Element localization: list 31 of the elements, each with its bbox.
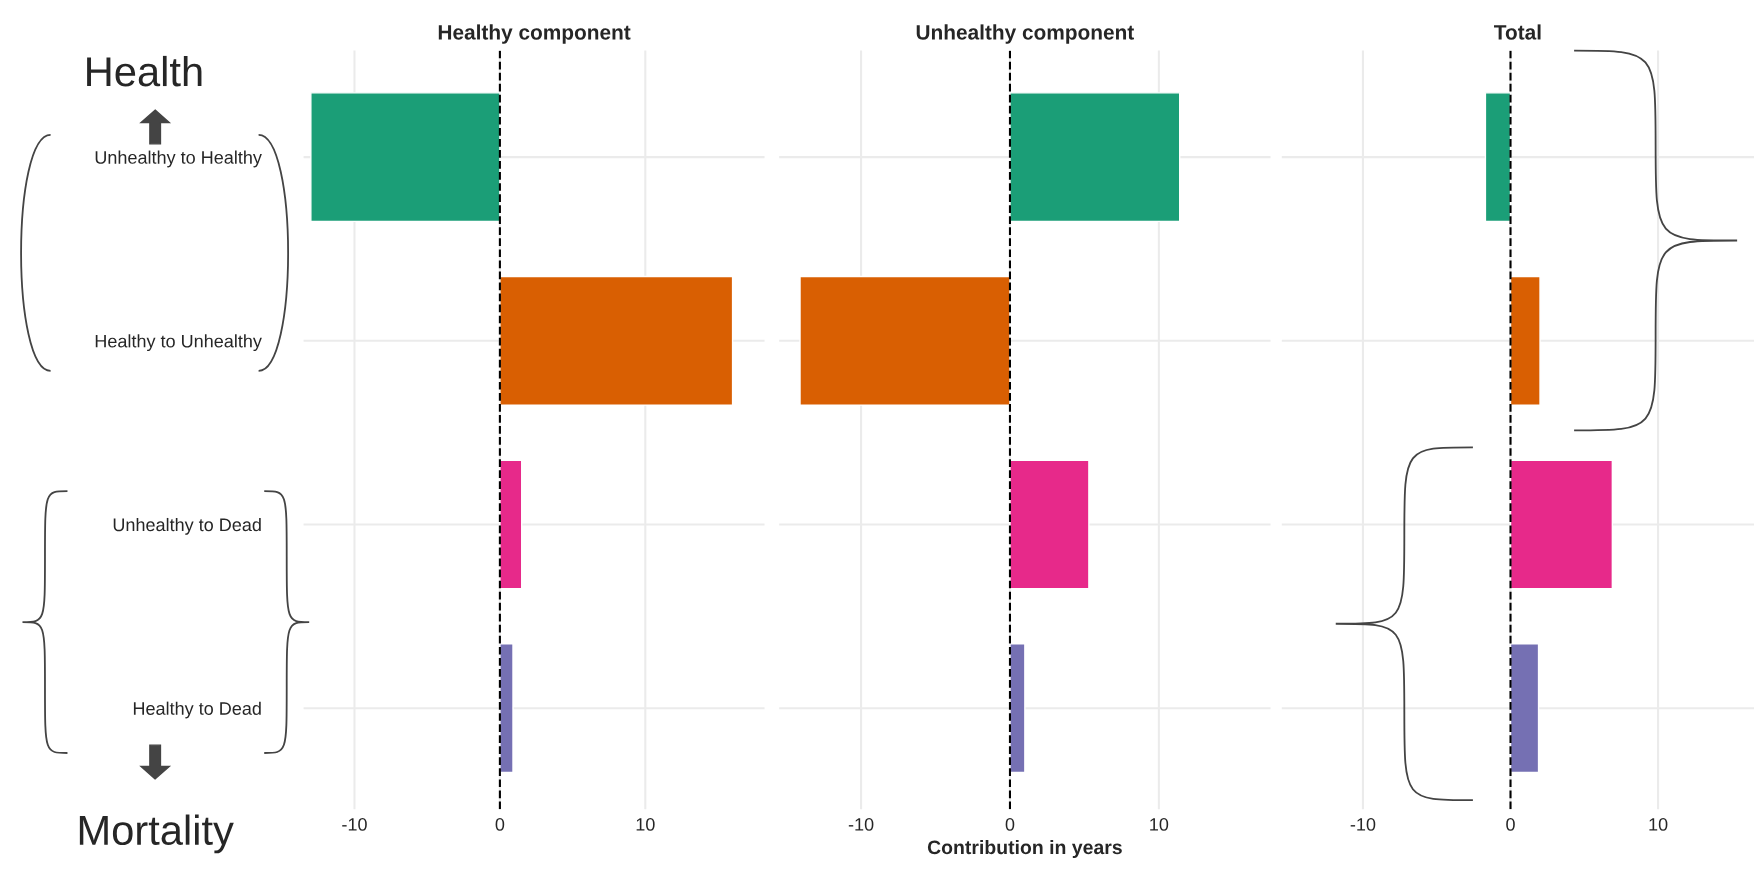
x-tick-label: -10 — [848, 818, 874, 831]
bar — [1509, 643, 1540, 774]
bar — [1484, 92, 1512, 223]
bar — [310, 92, 501, 223]
bar — [1009, 459, 1090, 590]
x-tick-label: 0 — [1506, 818, 1515, 831]
x-tick-label: 10 — [1150, 818, 1169, 831]
y-tick-label: Unhealthy to Healthy — [95, 150, 262, 168]
bar — [499, 643, 514, 774]
bar — [499, 275, 734, 406]
bar — [1009, 92, 1181, 223]
bar — [499, 459, 523, 590]
x-axis-title: Contribution in years — [927, 839, 1122, 859]
x-tick-label: 10 — [636, 818, 655, 831]
x-tick-label: -10 — [342, 818, 367, 831]
x-tick-label: 0 — [495, 818, 505, 831]
chart-title: Healthy component — [438, 24, 631, 44]
y-tick-label: Healthy to Unhealthy — [95, 334, 262, 352]
text: Mortality — [79, 814, 234, 854]
y-tick-label: Healthy to Dead — [133, 701, 261, 719]
chart-title: Total — [1494, 24, 1541, 40]
y-tick-label: Unhealthy to Dead — [113, 517, 261, 535]
x-tick-label: 0 — [1005, 818, 1015, 831]
bar — [799, 275, 1011, 406]
bar — [1509, 275, 1541, 406]
bar — [1009, 643, 1026, 774]
text: Health — [87, 55, 202, 87]
x-tick-label: 10 — [1649, 818, 1668, 831]
x-tick-label: -10 — [1350, 818, 1376, 831]
bar — [1509, 459, 1614, 590]
chart-title: Unhealthy component — [916, 24, 1134, 44]
